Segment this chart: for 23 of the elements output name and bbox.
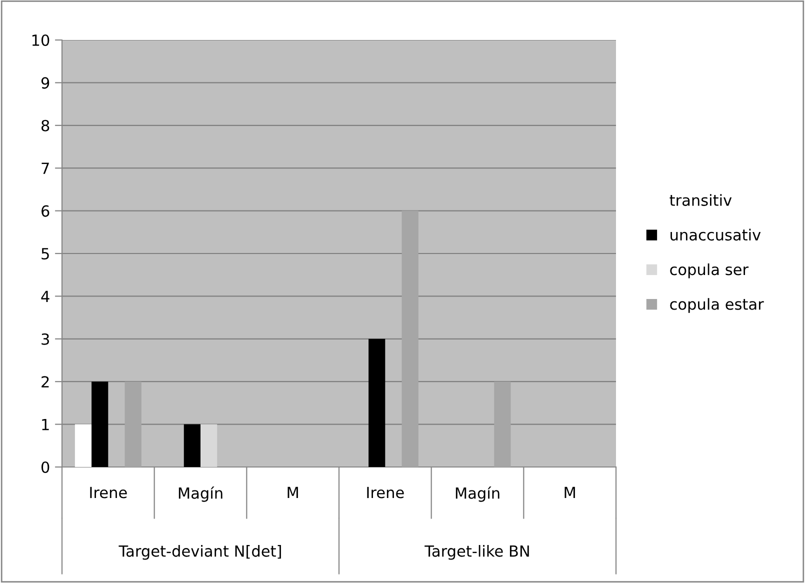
x-tick-label: Magín — [178, 486, 222, 502]
legend-label: copula estar — [670, 298, 764, 313]
y-tick-label: 0 — [41, 461, 50, 474]
text: transitiv — [670, 194, 732, 206]
x-tick-label: M — [288, 486, 298, 498]
x-tick-label: Irene — [367, 486, 404, 498]
y-tick-label: 1 — [42, 418, 49, 430]
y-tick-label: 4 — [41, 290, 50, 302]
y-tick-label: 9 — [41, 77, 50, 89]
legend-label: unaccusativ — [670, 228, 761, 241]
legend-label: copula ser — [670, 263, 749, 278]
y-tick-label: 7 — [42, 162, 49, 174]
x-tick-label: M — [564, 486, 575, 498]
y-tick-label: 2 — [42, 376, 49, 388]
y-tick-label: 3 — [42, 333, 49, 345]
x-tick-label: Irene — [90, 486, 127, 498]
text: Target-like BN — [424, 545, 529, 560]
text: Target-deviant N[det] — [118, 545, 281, 560]
y-tick-label: 5 — [42, 248, 49, 260]
x-tick-label: Magín — [456, 486, 500, 502]
y-tick-label: 6 — [42, 205, 50, 217]
y-tick-label: 10 — [32, 34, 50, 46]
y-tick-label: 8 — [42, 120, 50, 132]
